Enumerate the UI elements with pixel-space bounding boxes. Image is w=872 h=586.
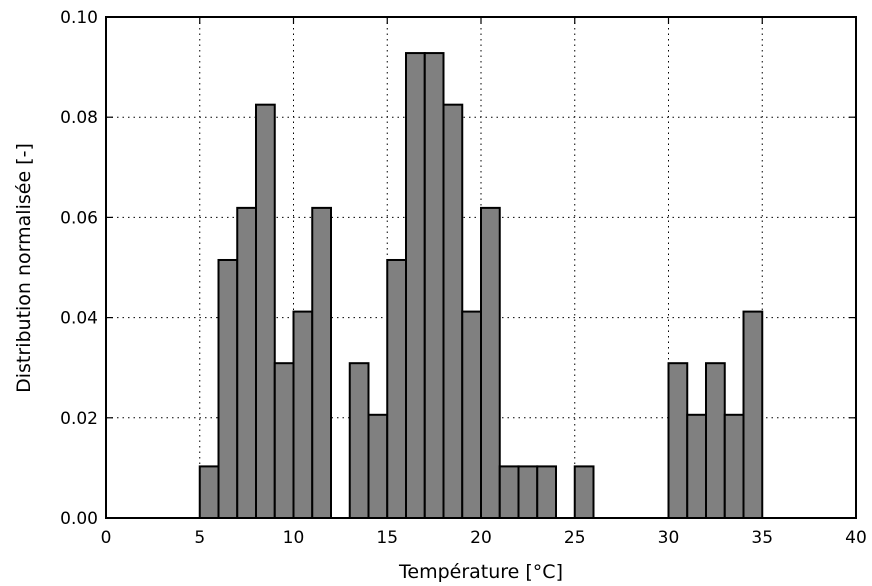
- histogram-bar: [498, 465, 520, 520]
- histogram-bar: [667, 362, 689, 520]
- histogram-bar: [705, 362, 726, 520]
- axis-ticks: 0 5 10 15 20 25 30 35 40 0.00 0.02 0.04 0.06 0.08 0.10: [60, 8, 867, 548]
- histogram-bar: [480, 206, 501, 519]
- histogram-bar: [367, 413, 389, 520]
- x-axis-label: Température [°C]: [398, 561, 563, 583]
- histogram-bar: [536, 465, 557, 520]
- histogram-bar: [423, 52, 445, 520]
- x-tick-label: 35: [751, 528, 773, 548]
- x-tick-label: 10: [283, 528, 305, 548]
- histogram-bar: [217, 258, 239, 519]
- y-tick-label: 0.10: [60, 8, 98, 28]
- histogram-bar: [723, 413, 745, 520]
- y-tick-label: 0.04: [60, 309, 98, 329]
- histogram-bar: [255, 103, 276, 520]
- x-tick-label: 20: [470, 528, 492, 548]
- x-tick-label: 0: [101, 528, 112, 548]
- x-tick-label: 40: [845, 528, 867, 548]
- histogram-bar: [573, 465, 595, 520]
- histogram-bar: [442, 103, 464, 520]
- histogram-bar: [348, 362, 370, 520]
- histogram-bar: [236, 206, 257, 519]
- histogram-bar: [461, 310, 482, 520]
- x-tick-label: 25: [564, 528, 586, 548]
- x-tick-label: 15: [376, 528, 398, 548]
- histogram-bar: [686, 413, 707, 520]
- histogram-bar: [198, 465, 220, 520]
- y-tick-label: 0.08: [60, 108, 98, 128]
- histogram-bar: [292, 310, 314, 520]
- x-tick-label: 30: [658, 528, 680, 548]
- histogram-bar: [517, 465, 539, 520]
- y-tick-label: 0.06: [60, 208, 98, 228]
- histogram-bar: [273, 362, 295, 520]
- y-tick-label: 0.02: [60, 409, 98, 429]
- y-tick-label: 0.00: [60, 509, 98, 529]
- histogram-bar: [405, 52, 426, 520]
- histogram-bar: [386, 258, 407, 519]
- histogram-bar: [742, 310, 764, 520]
- x-tick-label: 5: [194, 528, 205, 548]
- y-axis-label: Distribution normalisée [-]: [13, 143, 35, 393]
- histogram-bar: [311, 206, 332, 519]
